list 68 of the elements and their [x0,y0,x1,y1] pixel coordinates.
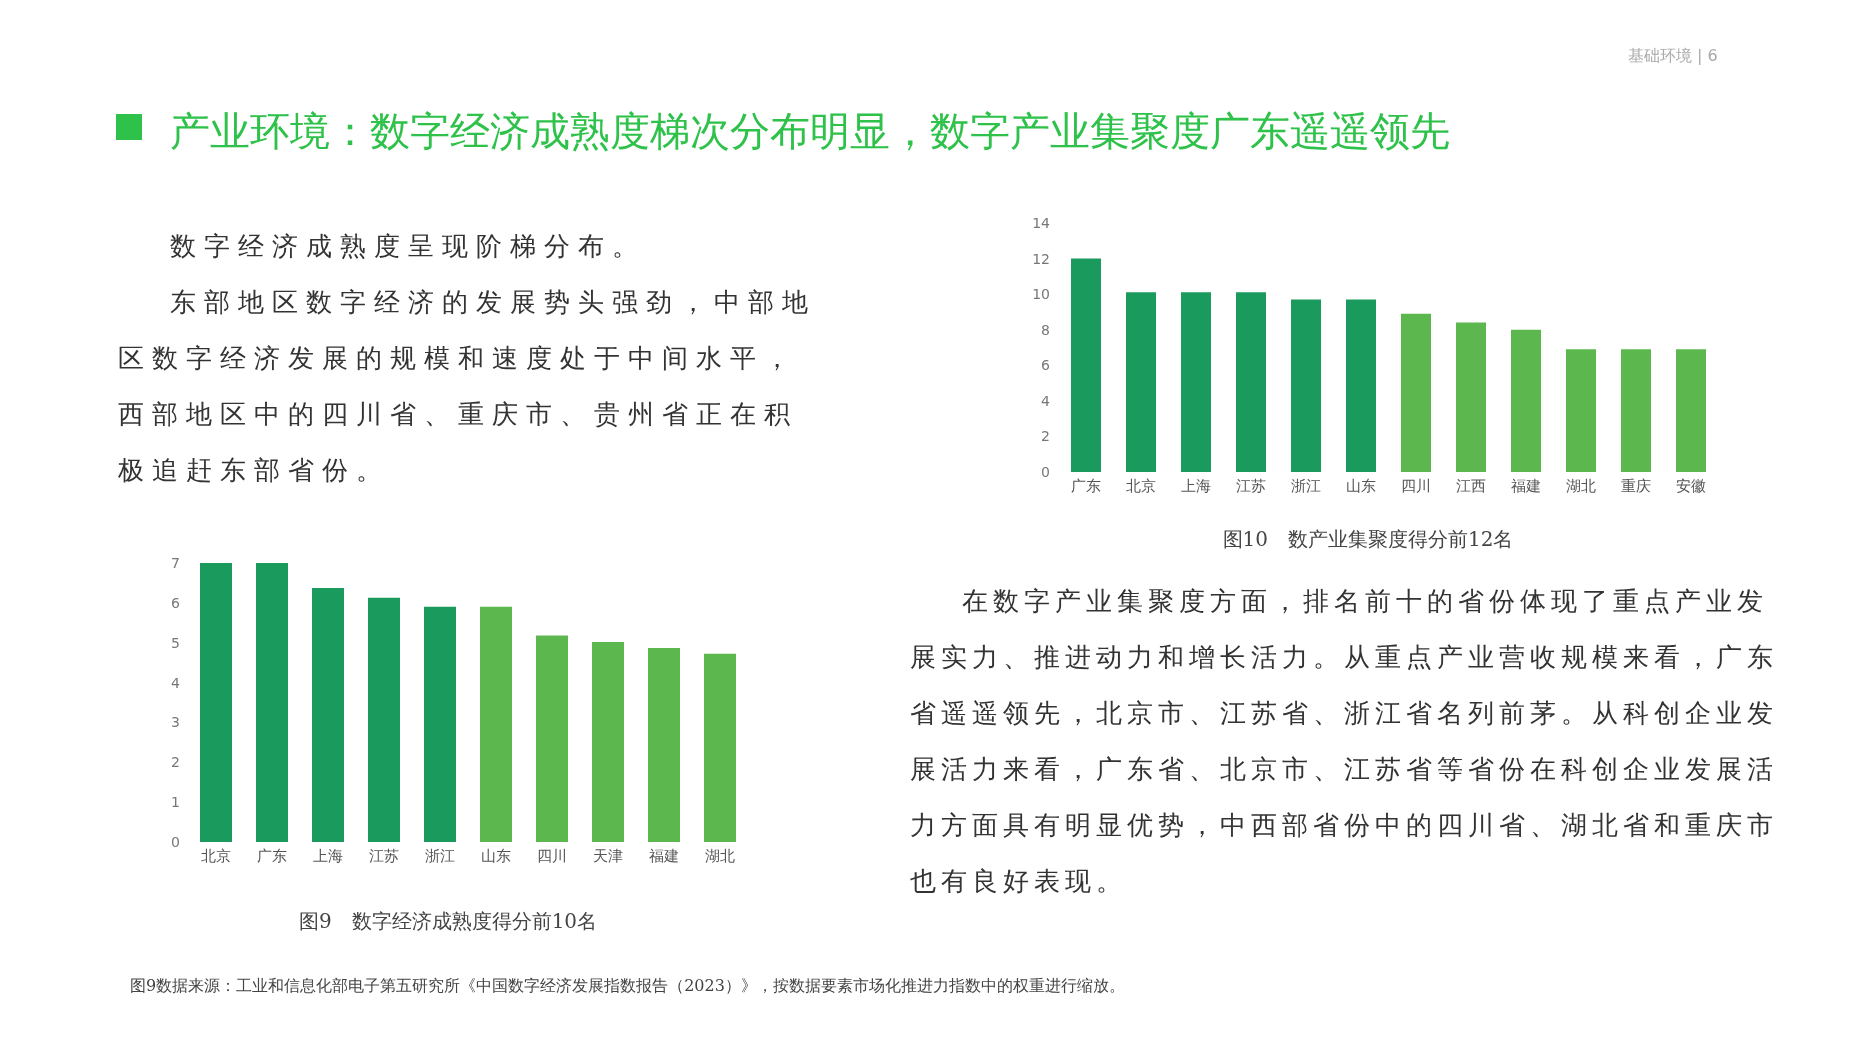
bar [536,635,568,842]
y-tick-label: 7 [171,554,180,571]
bar [1236,292,1266,472]
x-tick-label: 四川 [537,846,567,865]
y-tick-label: 0 [171,833,180,850]
y-tick-label: 6 [1041,357,1051,374]
x-tick-label: 上海 [1180,476,1211,495]
bar [312,588,344,842]
x-tick-label: 安徽 [1675,476,1706,495]
text: 图10 数产业集聚度得分前12名 [1221,526,1515,553]
x-tick-label: 广东 [257,846,287,865]
x-tick-label: 浙江 [1290,476,1321,495]
bar [648,647,680,842]
bar [1676,349,1706,472]
bar [1511,329,1541,472]
x-tick-label: 上海 [313,846,343,865]
bar [368,597,400,842]
bar [704,653,736,842]
x-tick-label: 天津 [593,846,623,865]
bar [1291,299,1321,472]
bar [1566,349,1596,472]
text: 数字经济成熟度呈现阶梯分布。 [169,230,647,263]
y-tick-label: 2 [1041,428,1050,445]
y-tick-label: 8 [1041,321,1050,338]
caption: 图9数据来源：工业和信息化部电子第五研究所《中国数字经济发展指数报告（2023）》，按数据要素市场化推进力指数中的权重进行缩放。 [130,976,1125,997]
text: 基础环境 | 6 [1628,46,1718,67]
x-tick-label: 湖北 [1565,476,1596,495]
bar [592,641,624,842]
x-tick-label: 北京 [1125,476,1156,495]
bar [1456,322,1486,472]
x-tick-label: 江西 [1455,476,1486,495]
bar [200,563,232,842]
y-tick-label: 4 [171,674,181,691]
x-tick-label: 山东 [1345,476,1376,495]
bar [424,606,456,842]
y-tick-label: 3 [171,714,180,731]
x-tick-label: 山东 [481,846,511,865]
text: 在数字产业集聚度方面，排名前十的省份体现了重点产业发展实力、推进动力和增长活力。从重点产业营收规模来看，广东省遥遥领先，北京市、江苏省、浙江省名列前茅。从科创企业发展活力来看，广东省、北京市、江苏省等省份在科创企业发展活力方面具有明显优势，中西部省份中的四川省、湖北省和重庆市也有良好表现。 [910,585,1779,898]
x-tick-label: 江苏 [369,846,399,865]
x-tick-label: 四川 [1400,476,1431,495]
y-tick-label: 10 [1032,286,1050,303]
x-tick-label: 北京 [201,846,231,865]
bar [256,563,288,842]
y-tick-label: 2 [171,754,180,771]
x-tick-label: 湖北 [705,846,735,865]
text: 图9 数字经济成熟度得分前10名 [297,908,599,935]
y-tick-label: 12 [1032,250,1050,267]
x-tick-label: 重庆 [1620,476,1651,495]
bar [1181,292,1211,472]
text: 东部地区数字经济的发展势头强劲，中部地区数字经济发展的规模和速度处于中间水平，西部地区中的四川省、重庆市、贵州省正在积极追赶东部省份。 [118,286,817,487]
x-tick-label: 福建 [649,846,679,865]
x-tick-label: 福建 [1510,476,1541,495]
bar [1401,313,1431,472]
bar [1621,349,1651,472]
x-tick-label: 江苏 [1235,476,1266,495]
y-tick-label: 6 [171,594,181,611]
y-tick-label: 5 [171,634,180,651]
y-tick-label: 4 [1041,392,1051,409]
y-tick-label: 1 [171,794,180,811]
bar [1071,258,1101,472]
y-tick-label: 14 [1032,214,1051,231]
text: 产业环境：数字经济成熟度梯次分布明显，数字产业集聚度广东遥遥领先 [170,107,1450,156]
x-tick-label: 浙江 [425,846,455,865]
bar [1346,299,1376,472]
x-tick-label: 广东 [1070,476,1101,495]
y-tick-label: 0 [1041,463,1050,480]
bar [1126,292,1156,472]
bar [480,606,512,842]
